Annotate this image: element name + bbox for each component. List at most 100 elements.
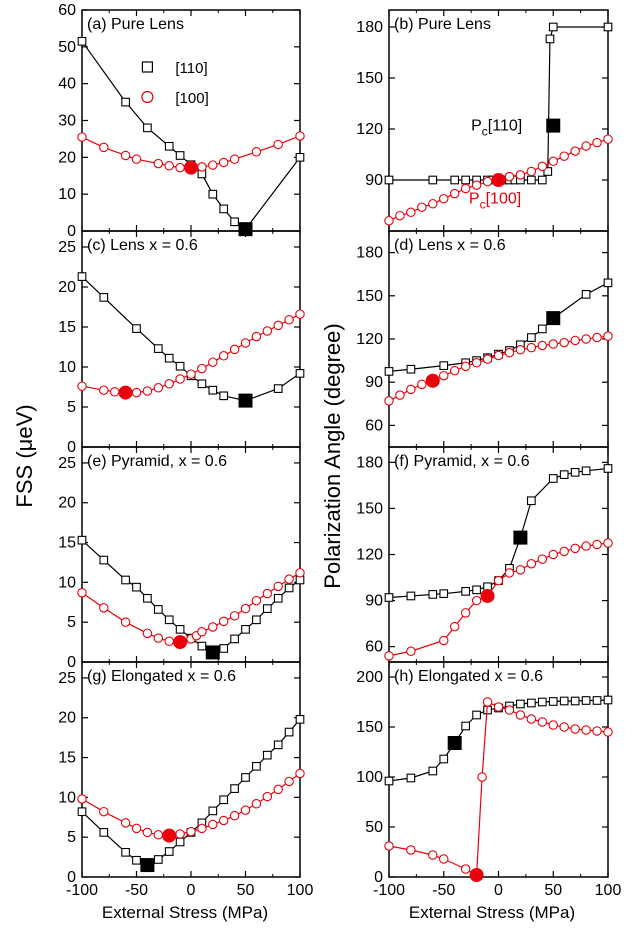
data-point-110 bbox=[164, 615, 174, 625]
y-tick-label: 20 bbox=[58, 495, 76, 512]
data-point-110 bbox=[164, 141, 174, 151]
left-y-axis-title: FSS (μeV) bbox=[12, 404, 37, 507]
y-tick-label: 60 bbox=[365, 639, 383, 656]
data-point-100 bbox=[504, 705, 515, 715]
data-point-100 bbox=[131, 154, 142, 164]
data-point-100 bbox=[77, 794, 87, 804]
y-tick-label: 150 bbox=[356, 719, 383, 736]
panel-g: 0 5 10 15 20 25 -100 -50 0 50 100 (g) Elongated x =… bbox=[58, 661, 313, 899]
data-point-100 bbox=[284, 574, 294, 584]
panel-frame bbox=[81, 446, 301, 663]
y-tick-label: 90 bbox=[365, 374, 383, 391]
panel-frame bbox=[81, 230, 301, 448]
critical-point-100 bbox=[469, 868, 484, 882]
data-point-100 bbox=[592, 137, 602, 148]
data-point-100 bbox=[164, 379, 174, 389]
data-point-100 bbox=[153, 383, 164, 393]
data-point-100 bbox=[384, 651, 394, 661]
data-point-110 bbox=[516, 699, 525, 709]
y-tick-label: 150 bbox=[356, 500, 383, 517]
data-point-100 bbox=[493, 575, 504, 586]
data-point-110 bbox=[570, 467, 580, 477]
data-point-100 bbox=[153, 830, 164, 840]
x-tick-label: 0 bbox=[494, 882, 503, 899]
pc-main: P bbox=[469, 191, 480, 208]
data-point-100 bbox=[504, 347, 515, 358]
data-point-100 bbox=[504, 171, 515, 182]
data-point-100 bbox=[142, 827, 153, 838]
data-point-110 bbox=[472, 710, 481, 720]
data-point-100 bbox=[251, 331, 262, 342]
series-line-100 bbox=[81, 313, 301, 394]
panel-frame bbox=[388, 661, 609, 878]
data-point-100 bbox=[581, 141, 591, 151]
data-point-100 bbox=[175, 374, 185, 384]
y-tick-label: 5 bbox=[67, 614, 76, 631]
data-point-100 bbox=[493, 702, 504, 712]
series-line-110 bbox=[81, 276, 301, 402]
data-point-100 bbox=[603, 134, 613, 144]
data-point-110 bbox=[99, 293, 109, 302]
y-tick-label: 20 bbox=[58, 149, 76, 166]
data-point-100 bbox=[581, 725, 591, 735]
data-point-100 bbox=[395, 390, 405, 400]
x-tick-label: 50 bbox=[544, 882, 562, 899]
data-point-110 bbox=[175, 625, 185, 634]
data-point-100 bbox=[526, 558, 537, 569]
data-point-100 bbox=[406, 845, 416, 855]
y-tick-label: 0 bbox=[67, 869, 76, 886]
y-tick-label: 5 bbox=[67, 399, 76, 416]
data-point-100 bbox=[592, 539, 602, 550]
data-point-110 bbox=[121, 97, 130, 107]
data-point-100 bbox=[262, 326, 273, 336]
data-point-100 bbox=[559, 722, 569, 732]
data-point-100 bbox=[251, 595, 262, 606]
pc-subscript: c bbox=[482, 125, 488, 139]
data-point-100 bbox=[251, 798, 262, 809]
data-point-110 bbox=[570, 696, 580, 706]
data-point-100 bbox=[229, 344, 240, 355]
y-tick-label: 200 bbox=[356, 669, 383, 686]
y-tick-label: 25 bbox=[58, 670, 76, 687]
data-point-110 bbox=[153, 855, 163, 864]
data-point-110 bbox=[472, 585, 481, 595]
data-point-100 bbox=[295, 309, 305, 319]
data-point-100 bbox=[515, 710, 526, 720]
data-point-100 bbox=[120, 818, 131, 828]
data-point-100 bbox=[406, 646, 416, 656]
legend-marker-110 bbox=[141, 61, 153, 73]
data-point-110 bbox=[559, 696, 569, 706]
data-point-100 bbox=[438, 635, 449, 646]
data-point-100 bbox=[537, 717, 548, 727]
data-point-100 bbox=[603, 331, 613, 341]
data-point-100 bbox=[229, 154, 240, 164]
data-point-110 bbox=[230, 784, 239, 793]
critical-point-110 bbox=[546, 311, 561, 326]
data-point-100 bbox=[570, 724, 580, 734]
data-point-110 bbox=[143, 123, 152, 133]
data-point-110 bbox=[208, 385, 218, 395]
data-point-110 bbox=[208, 806, 218, 816]
data-point-100 bbox=[99, 385, 109, 395]
data-point-110 bbox=[548, 22, 558, 32]
data-point-100 bbox=[548, 549, 558, 560]
data-point-100 bbox=[262, 791, 273, 802]
data-point-110 bbox=[262, 750, 272, 760]
data-point-110 bbox=[581, 696, 591, 705]
data-point-100 bbox=[548, 156, 558, 167]
data-point-110 bbox=[559, 470, 569, 479]
data-point-100 bbox=[208, 819, 218, 830]
y-tick-label: 40 bbox=[58, 76, 76, 93]
data-point-100 bbox=[438, 854, 449, 864]
data-point-100 bbox=[197, 363, 207, 374]
data-point-110 bbox=[77, 36, 87, 46]
data-point-100 bbox=[526, 166, 537, 177]
y-tick-label: 120 bbox=[356, 331, 383, 348]
data-point-110 bbox=[153, 344, 163, 353]
series-line-100 bbox=[81, 772, 301, 837]
data-point-110 bbox=[428, 175, 438, 185]
panel-a: 0 10 20 30 40 50 60 (a) Pure Lens [110] [100] bbox=[58, 2, 305, 240]
critical-point-100 bbox=[425, 373, 440, 388]
data-point-110 bbox=[603, 278, 613, 288]
data-point-100 bbox=[460, 183, 471, 194]
